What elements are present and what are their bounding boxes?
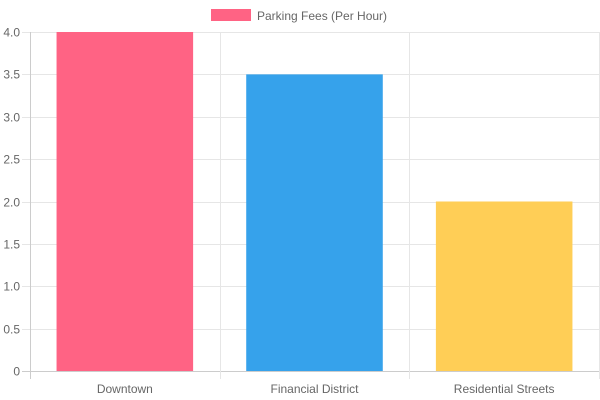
y-tick-label: 3.0 [3, 111, 20, 125]
x-category-label: Residential Streets [454, 382, 555, 396]
bar-residential-streets[interactable] [435, 201, 573, 372]
y-tick-label: 4.0 [3, 26, 20, 40]
legend[interactable]: Parking Fees (Per Hour) [211, 9, 387, 23]
y-tick-label: 0.5 [3, 323, 20, 337]
x-category-label: Financial District [270, 382, 359, 396]
y-tick-label: 1.5 [3, 238, 20, 252]
y-tick-label: 2.0 [3, 196, 20, 210]
x-category-label: Downtown [97, 382, 153, 396]
legend-label[interactable]: Parking Fees (Per Hour) [257, 9, 387, 23]
bar-financial-district[interactable] [246, 74, 383, 371]
axes: 0 0.5 1.0 1.5 2.0 2.5 3.0 3.5 4.0 Downtown Financi… [3, 26, 554, 397]
bars [56, 32, 573, 372]
y-tick-label: 0 [13, 365, 20, 379]
y-tick-label: 3.5 [3, 68, 20, 82]
legend-swatch[interactable] [211, 9, 251, 21]
y-tick-label: 1.0 [3, 280, 20, 294]
y-tick-label: 2.5 [3, 153, 20, 167]
bar-downtown[interactable] [56, 32, 194, 371]
